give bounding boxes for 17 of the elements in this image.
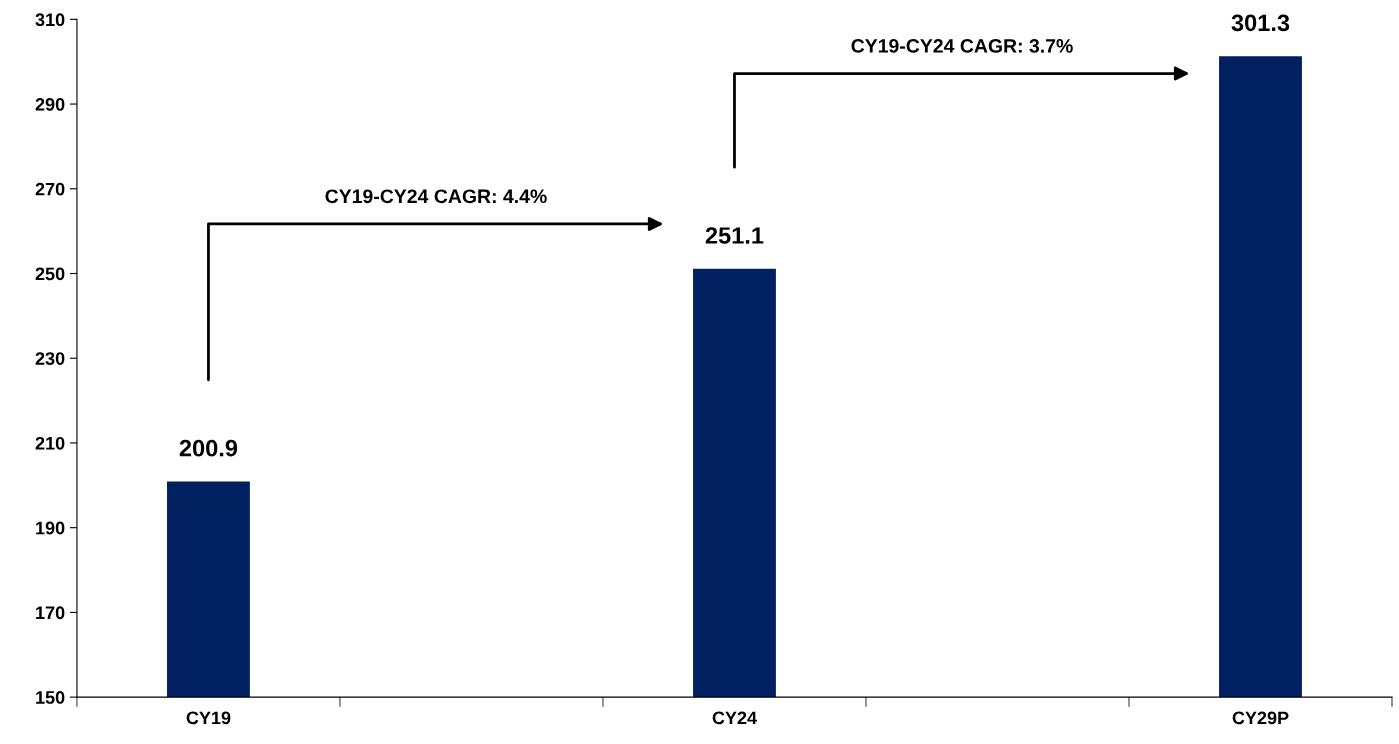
annotation: CY19-CY24 CAGR: 3.7% bbox=[851, 39, 1073, 53]
y-tick-label: 150 bbox=[36, 691, 65, 704]
y-tick-label: 310 bbox=[35, 13, 65, 27]
x-tick-label: CY29P bbox=[1232, 711, 1289, 725]
y-tick-label: 270 bbox=[35, 182, 65, 196]
y-tick-label: 170 bbox=[36, 606, 65, 620]
data-label: 200.9 bbox=[179, 439, 238, 457]
annotation: CY19-CY24 CAGR: 4.4% bbox=[325, 189, 547, 204]
data-label: 301.3 bbox=[1231, 14, 1290, 32]
x-tick-label: CY19 bbox=[186, 711, 231, 725]
y-tick-label: 190 bbox=[36, 521, 65, 535]
y-tick-label: 250 bbox=[35, 267, 65, 281]
data-label: 251.1 bbox=[705, 227, 764, 244]
y-tick-label: 230 bbox=[35, 352, 65, 365]
y-tick-label: 210 bbox=[35, 436, 65, 450]
y-tick-label: 290 bbox=[35, 98, 65, 111]
x-tick-label: CY24 bbox=[712, 711, 757, 725]
